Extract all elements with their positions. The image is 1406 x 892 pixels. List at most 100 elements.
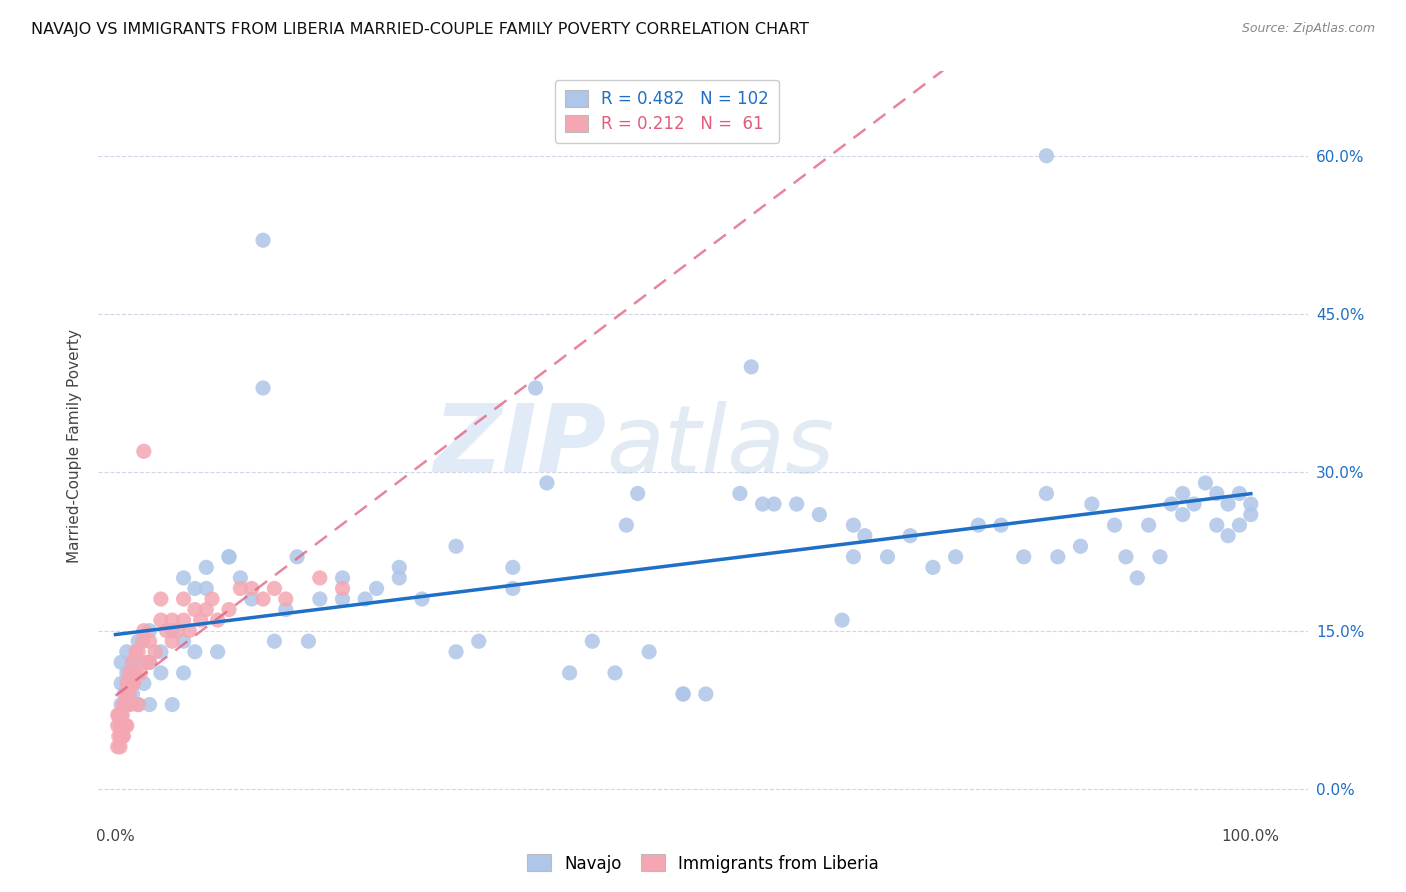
Point [1081, 497, 1104, 511]
Point [132, 676, 155, 690]
Point [112, 729, 135, 743]
Point [808, 508, 831, 522]
Point [114, 687, 136, 701]
Point [263, 634, 285, 648]
Point [831, 613, 853, 627]
Point [114, 698, 136, 712]
Point [160, 624, 183, 638]
Point [111, 729, 134, 743]
Text: ZIP: ZIP [433, 400, 606, 492]
Point [218, 549, 240, 564]
Point [695, 687, 717, 701]
Point [108, 708, 131, 723]
Point [558, 665, 581, 680]
Point [108, 719, 131, 733]
Legend: R = 0.482   N = 102, R = 0.212   N =  61: R = 0.482 N = 102, R = 0.212 N = 61 [554, 79, 779, 143]
Point [120, 676, 142, 690]
Point [110, 676, 132, 690]
Point [332, 592, 354, 607]
Point [138, 634, 160, 648]
Point [1229, 518, 1251, 533]
Point [114, 687, 136, 701]
Point [201, 592, 224, 607]
Point [468, 634, 491, 648]
Point [388, 560, 411, 574]
Point [115, 676, 138, 690]
Point [627, 486, 650, 500]
Point [945, 549, 967, 564]
Point [149, 665, 172, 680]
Point [1069, 539, 1091, 553]
Point [297, 634, 319, 648]
Point [842, 518, 865, 533]
Point [149, 592, 172, 607]
Point [143, 645, 166, 659]
Point [444, 645, 467, 659]
Point [115, 719, 138, 733]
Point [1149, 549, 1171, 564]
Point [502, 582, 524, 596]
Point [121, 676, 143, 690]
Point [751, 497, 773, 511]
Point [173, 665, 195, 680]
Point [853, 529, 876, 543]
Point [1104, 518, 1126, 533]
Point [118, 665, 141, 680]
Point [285, 549, 308, 564]
Point [173, 592, 195, 607]
Point [240, 592, 263, 607]
Point [332, 571, 354, 585]
Point [762, 497, 785, 511]
Point [167, 624, 190, 638]
Point [155, 624, 177, 638]
Text: NAVAJO VS IMMIGRANTS FROM LIBERIA MARRIED-COUPLE FAMILY POVERTY CORRELATION CHAR: NAVAJO VS IMMIGRANTS FROM LIBERIA MARRIE… [31, 22, 808, 37]
Point [122, 676, 145, 690]
Point [638, 645, 661, 659]
Point [173, 613, 195, 627]
Point [728, 486, 751, 500]
Point [614, 518, 637, 533]
Point [524, 381, 547, 395]
Point [207, 645, 229, 659]
Point [218, 549, 240, 564]
Legend: Navajo, Immigrants from Liberia: Navajo, Immigrants from Liberia [520, 847, 886, 880]
Point [786, 497, 808, 511]
Point [842, 549, 865, 564]
Point [120, 698, 142, 712]
Point [308, 592, 330, 607]
Point [127, 645, 149, 659]
Point [990, 518, 1012, 533]
Point [160, 634, 183, 648]
Point [354, 592, 377, 607]
Point [263, 582, 285, 596]
Point [111, 708, 134, 723]
Point [967, 518, 990, 533]
Point [1046, 549, 1069, 564]
Point [195, 560, 218, 574]
Point [252, 233, 274, 247]
Point [274, 592, 297, 607]
Point [115, 665, 138, 680]
Point [240, 582, 263, 596]
Point [195, 602, 218, 616]
Point [1012, 549, 1035, 564]
Point [129, 665, 152, 680]
Point [184, 602, 207, 616]
Point [252, 592, 274, 607]
Point [114, 719, 136, 733]
Point [121, 687, 143, 701]
Y-axis label: Married-Couple Family Poverty: Married-Couple Family Poverty [67, 329, 83, 563]
Point [149, 613, 172, 627]
Point [107, 719, 129, 733]
Point [1205, 518, 1227, 533]
Point [274, 602, 297, 616]
Point [1182, 497, 1205, 511]
Point [1035, 149, 1057, 163]
Point [114, 719, 136, 733]
Point [184, 645, 207, 659]
Point [108, 729, 131, 743]
Point [115, 645, 138, 659]
Point [179, 624, 201, 638]
Point [502, 560, 524, 574]
Point [125, 645, 148, 659]
